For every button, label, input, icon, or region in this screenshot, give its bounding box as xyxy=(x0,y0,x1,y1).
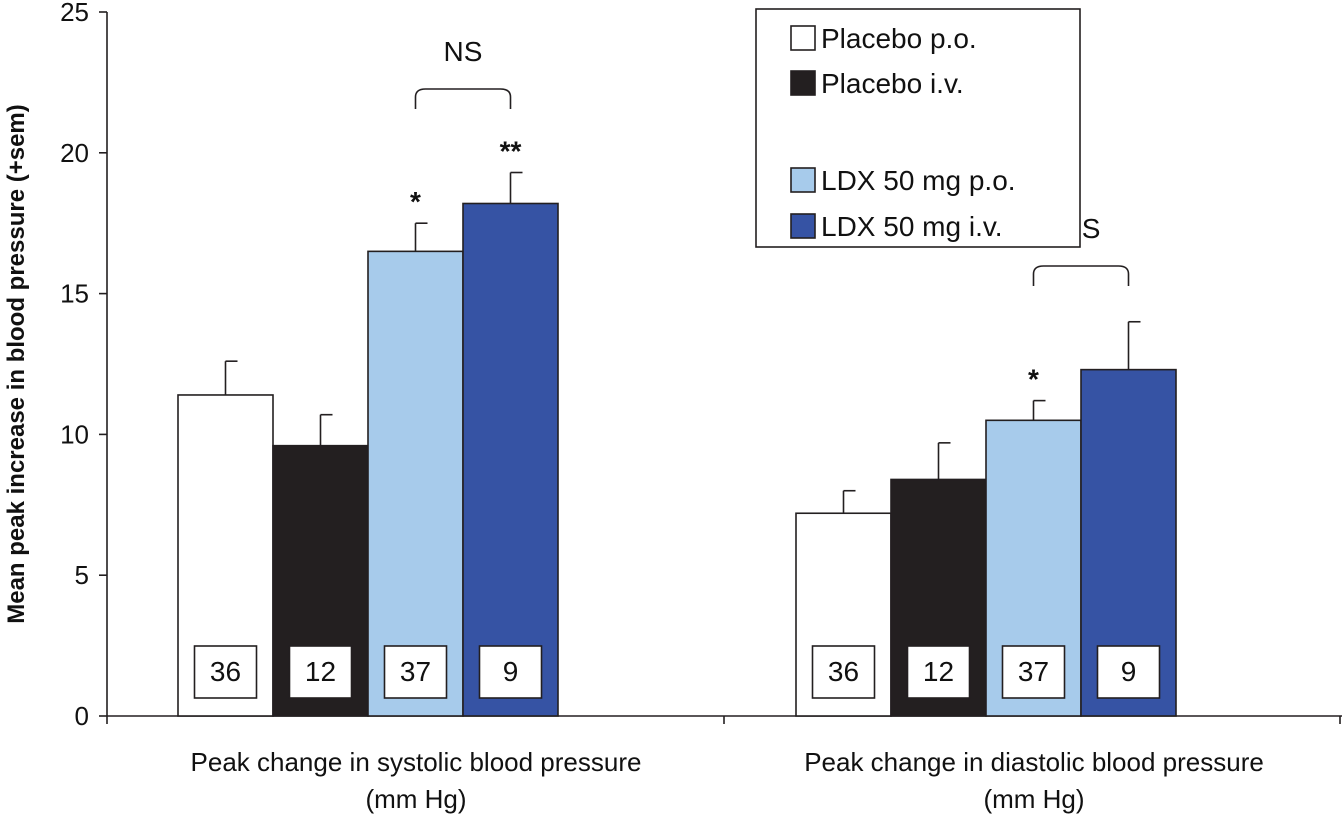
n-label: 9 xyxy=(1121,656,1137,687)
n-label: 12 xyxy=(305,656,336,687)
legend-label: LDX 50 mg i.v. xyxy=(821,211,1003,242)
n-label: 37 xyxy=(1018,656,1049,687)
comparison-bracket xyxy=(1032,265,1130,286)
n-label: 12 xyxy=(923,656,954,687)
legend-label: Placebo i.v. xyxy=(821,68,964,99)
comparison-bracket xyxy=(414,88,512,109)
comparison-label: NS xyxy=(444,36,483,67)
legend-label: Placebo p.o. xyxy=(821,23,977,54)
n-label-box xyxy=(1096,645,1161,699)
n-label-box xyxy=(193,645,258,699)
n-label-box xyxy=(1001,645,1066,699)
y-tick-label: 15 xyxy=(60,279,89,309)
legend-swatch xyxy=(790,213,816,239)
n-label-box xyxy=(478,645,543,699)
n-label-box xyxy=(288,645,353,699)
bar xyxy=(367,250,464,717)
category-label: Peak change in systolic blood pressure xyxy=(191,747,642,777)
y-axis-label: Mean peak increase in blood pressure (+s… xyxy=(3,104,30,624)
n-label-box xyxy=(906,645,971,699)
category-label: (mm Hg) xyxy=(365,784,466,814)
n-label-box xyxy=(383,645,448,699)
y-tick-label: 10 xyxy=(60,419,89,449)
y-tick-label: 5 xyxy=(75,560,89,590)
legend-label: LDX 50 mg p.o. xyxy=(821,165,1016,196)
legend-swatch xyxy=(790,167,816,193)
n-label-box xyxy=(811,645,876,699)
n-label: 36 xyxy=(210,656,241,687)
n-label: 9 xyxy=(503,656,519,687)
y-tick-label: 25 xyxy=(60,0,89,27)
significance-marker: * xyxy=(1028,364,1039,395)
significance-marker: * xyxy=(410,186,421,217)
n-label: 36 xyxy=(828,656,859,687)
n-label: 37 xyxy=(400,656,431,687)
y-tick-label: 20 xyxy=(60,138,89,168)
bar xyxy=(462,202,559,717)
legend-swatch xyxy=(790,25,816,51)
category-label: Peak change in diastolic blood pressure xyxy=(804,747,1264,777)
significance-marker: ** xyxy=(500,136,522,167)
legend-swatch xyxy=(790,70,816,96)
category-label: (mm Hg) xyxy=(983,784,1084,814)
y-tick-label: 0 xyxy=(75,701,89,731)
